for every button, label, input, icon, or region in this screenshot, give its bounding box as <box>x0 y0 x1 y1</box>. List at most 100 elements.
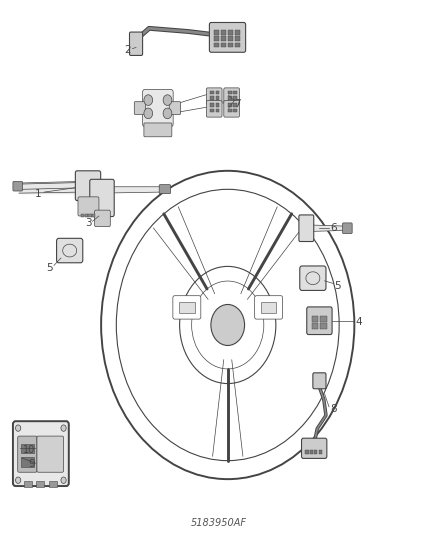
FancyBboxPatch shape <box>95 210 110 227</box>
Polygon shape <box>18 181 81 189</box>
Bar <box>311 324 318 329</box>
Circle shape <box>163 95 172 106</box>
Bar <box>215 91 219 94</box>
FancyBboxPatch shape <box>37 436 64 472</box>
Bar <box>210 96 214 100</box>
FancyBboxPatch shape <box>173 296 201 319</box>
Text: 3: 3 <box>85 218 92 228</box>
Bar <box>210 91 214 94</box>
Bar <box>49 481 57 487</box>
Bar <box>233 109 237 112</box>
Circle shape <box>211 304 244 345</box>
Bar <box>221 30 226 35</box>
Text: 2: 2 <box>124 45 131 54</box>
Bar <box>261 302 276 313</box>
Circle shape <box>61 425 66 431</box>
Bar <box>21 457 34 467</box>
Bar <box>310 450 313 454</box>
Bar <box>235 43 240 47</box>
Bar <box>235 30 240 35</box>
FancyBboxPatch shape <box>206 101 222 117</box>
Bar <box>210 109 214 112</box>
FancyBboxPatch shape <box>78 197 99 216</box>
Bar <box>320 317 327 322</box>
Bar <box>235 36 240 41</box>
Circle shape <box>144 95 152 106</box>
Bar <box>228 91 232 94</box>
Bar <box>228 109 232 112</box>
Bar <box>228 30 233 35</box>
Polygon shape <box>99 187 162 193</box>
Text: 4: 4 <box>355 317 362 327</box>
Circle shape <box>144 108 152 119</box>
FancyBboxPatch shape <box>144 123 172 137</box>
Circle shape <box>180 266 276 384</box>
Bar <box>21 443 34 453</box>
Bar <box>85 214 88 216</box>
Text: 9: 9 <box>28 459 35 469</box>
FancyBboxPatch shape <box>90 179 114 216</box>
FancyBboxPatch shape <box>307 307 332 335</box>
Bar <box>228 103 232 107</box>
Bar <box>215 103 219 107</box>
Bar <box>92 214 95 216</box>
Text: 7: 7 <box>234 99 241 109</box>
FancyBboxPatch shape <box>313 373 326 389</box>
FancyBboxPatch shape <box>130 32 143 55</box>
FancyBboxPatch shape <box>159 184 170 193</box>
Bar <box>214 30 219 35</box>
FancyBboxPatch shape <box>300 266 326 290</box>
Text: 5: 5 <box>46 263 53 272</box>
FancyBboxPatch shape <box>299 215 314 241</box>
Bar <box>311 317 318 322</box>
Bar <box>233 91 237 94</box>
FancyBboxPatch shape <box>169 102 180 115</box>
Bar <box>210 103 214 107</box>
FancyBboxPatch shape <box>57 238 83 263</box>
FancyBboxPatch shape <box>13 181 22 191</box>
FancyBboxPatch shape <box>224 88 240 104</box>
FancyBboxPatch shape <box>75 171 101 200</box>
Bar <box>228 36 233 41</box>
FancyBboxPatch shape <box>134 102 146 115</box>
Polygon shape <box>311 225 346 231</box>
FancyBboxPatch shape <box>143 90 173 127</box>
Bar <box>215 109 219 112</box>
FancyBboxPatch shape <box>206 88 222 104</box>
FancyBboxPatch shape <box>209 22 246 52</box>
Bar <box>318 450 321 454</box>
Circle shape <box>61 477 66 483</box>
Bar <box>314 450 317 454</box>
FancyBboxPatch shape <box>301 438 327 458</box>
FancyBboxPatch shape <box>254 296 283 319</box>
Circle shape <box>192 281 264 369</box>
Bar <box>305 450 308 454</box>
Bar <box>228 43 233 47</box>
Text: 1: 1 <box>35 189 41 199</box>
Bar <box>233 103 237 107</box>
Bar <box>320 324 327 329</box>
Bar <box>215 96 219 100</box>
Bar <box>228 96 232 100</box>
Text: 5183950AF: 5183950AF <box>191 518 247 528</box>
FancyBboxPatch shape <box>13 421 69 486</box>
Circle shape <box>15 425 21 431</box>
Bar <box>36 481 44 487</box>
FancyBboxPatch shape <box>18 436 37 472</box>
Bar <box>233 96 237 100</box>
Text: 5: 5 <box>335 281 341 291</box>
Bar <box>221 43 226 47</box>
Text: 8: 8 <box>330 404 337 414</box>
FancyBboxPatch shape <box>343 223 352 233</box>
Circle shape <box>163 108 172 119</box>
Text: 10: 10 <box>23 445 35 455</box>
FancyBboxPatch shape <box>224 101 240 117</box>
Bar <box>88 214 92 216</box>
Bar <box>214 43 219 47</box>
Bar <box>214 36 219 41</box>
Circle shape <box>101 171 354 479</box>
Bar <box>179 302 195 313</box>
Circle shape <box>15 477 21 483</box>
Bar <box>81 214 84 216</box>
Text: 6: 6 <box>330 223 337 233</box>
